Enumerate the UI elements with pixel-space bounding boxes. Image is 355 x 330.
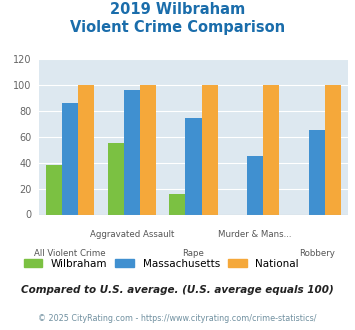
Bar <box>140 85 156 214</box>
Bar <box>46 165 62 215</box>
Text: Compared to U.S. average. (U.S. average equals 100): Compared to U.S. average. (U.S. average … <box>21 285 334 295</box>
Text: Robbery: Robbery <box>299 248 335 258</box>
Legend: Wilbraham, Massachusetts, National: Wilbraham, Massachusetts, National <box>20 254 303 273</box>
Bar <box>309 130 325 214</box>
Bar <box>62 103 78 214</box>
Bar <box>108 144 124 214</box>
Bar <box>169 194 185 214</box>
Bar <box>247 156 263 214</box>
Bar <box>202 85 218 214</box>
Text: Rape: Rape <box>182 248 204 258</box>
Bar <box>78 85 94 214</box>
Text: Aggravated Assault: Aggravated Assault <box>89 230 174 239</box>
Text: Murder & Mans...: Murder & Mans... <box>218 230 292 239</box>
Bar <box>263 85 279 214</box>
Bar <box>325 85 341 214</box>
Text: 2019 Wilbraham: 2019 Wilbraham <box>110 2 245 16</box>
Bar <box>185 117 202 214</box>
Bar <box>124 90 140 214</box>
Text: © 2025 CityRating.com - https://www.cityrating.com/crime-statistics/: © 2025 CityRating.com - https://www.city… <box>38 314 317 323</box>
Text: Violent Crime Comparison: Violent Crime Comparison <box>70 20 285 35</box>
Text: All Violent Crime: All Violent Crime <box>34 248 106 258</box>
